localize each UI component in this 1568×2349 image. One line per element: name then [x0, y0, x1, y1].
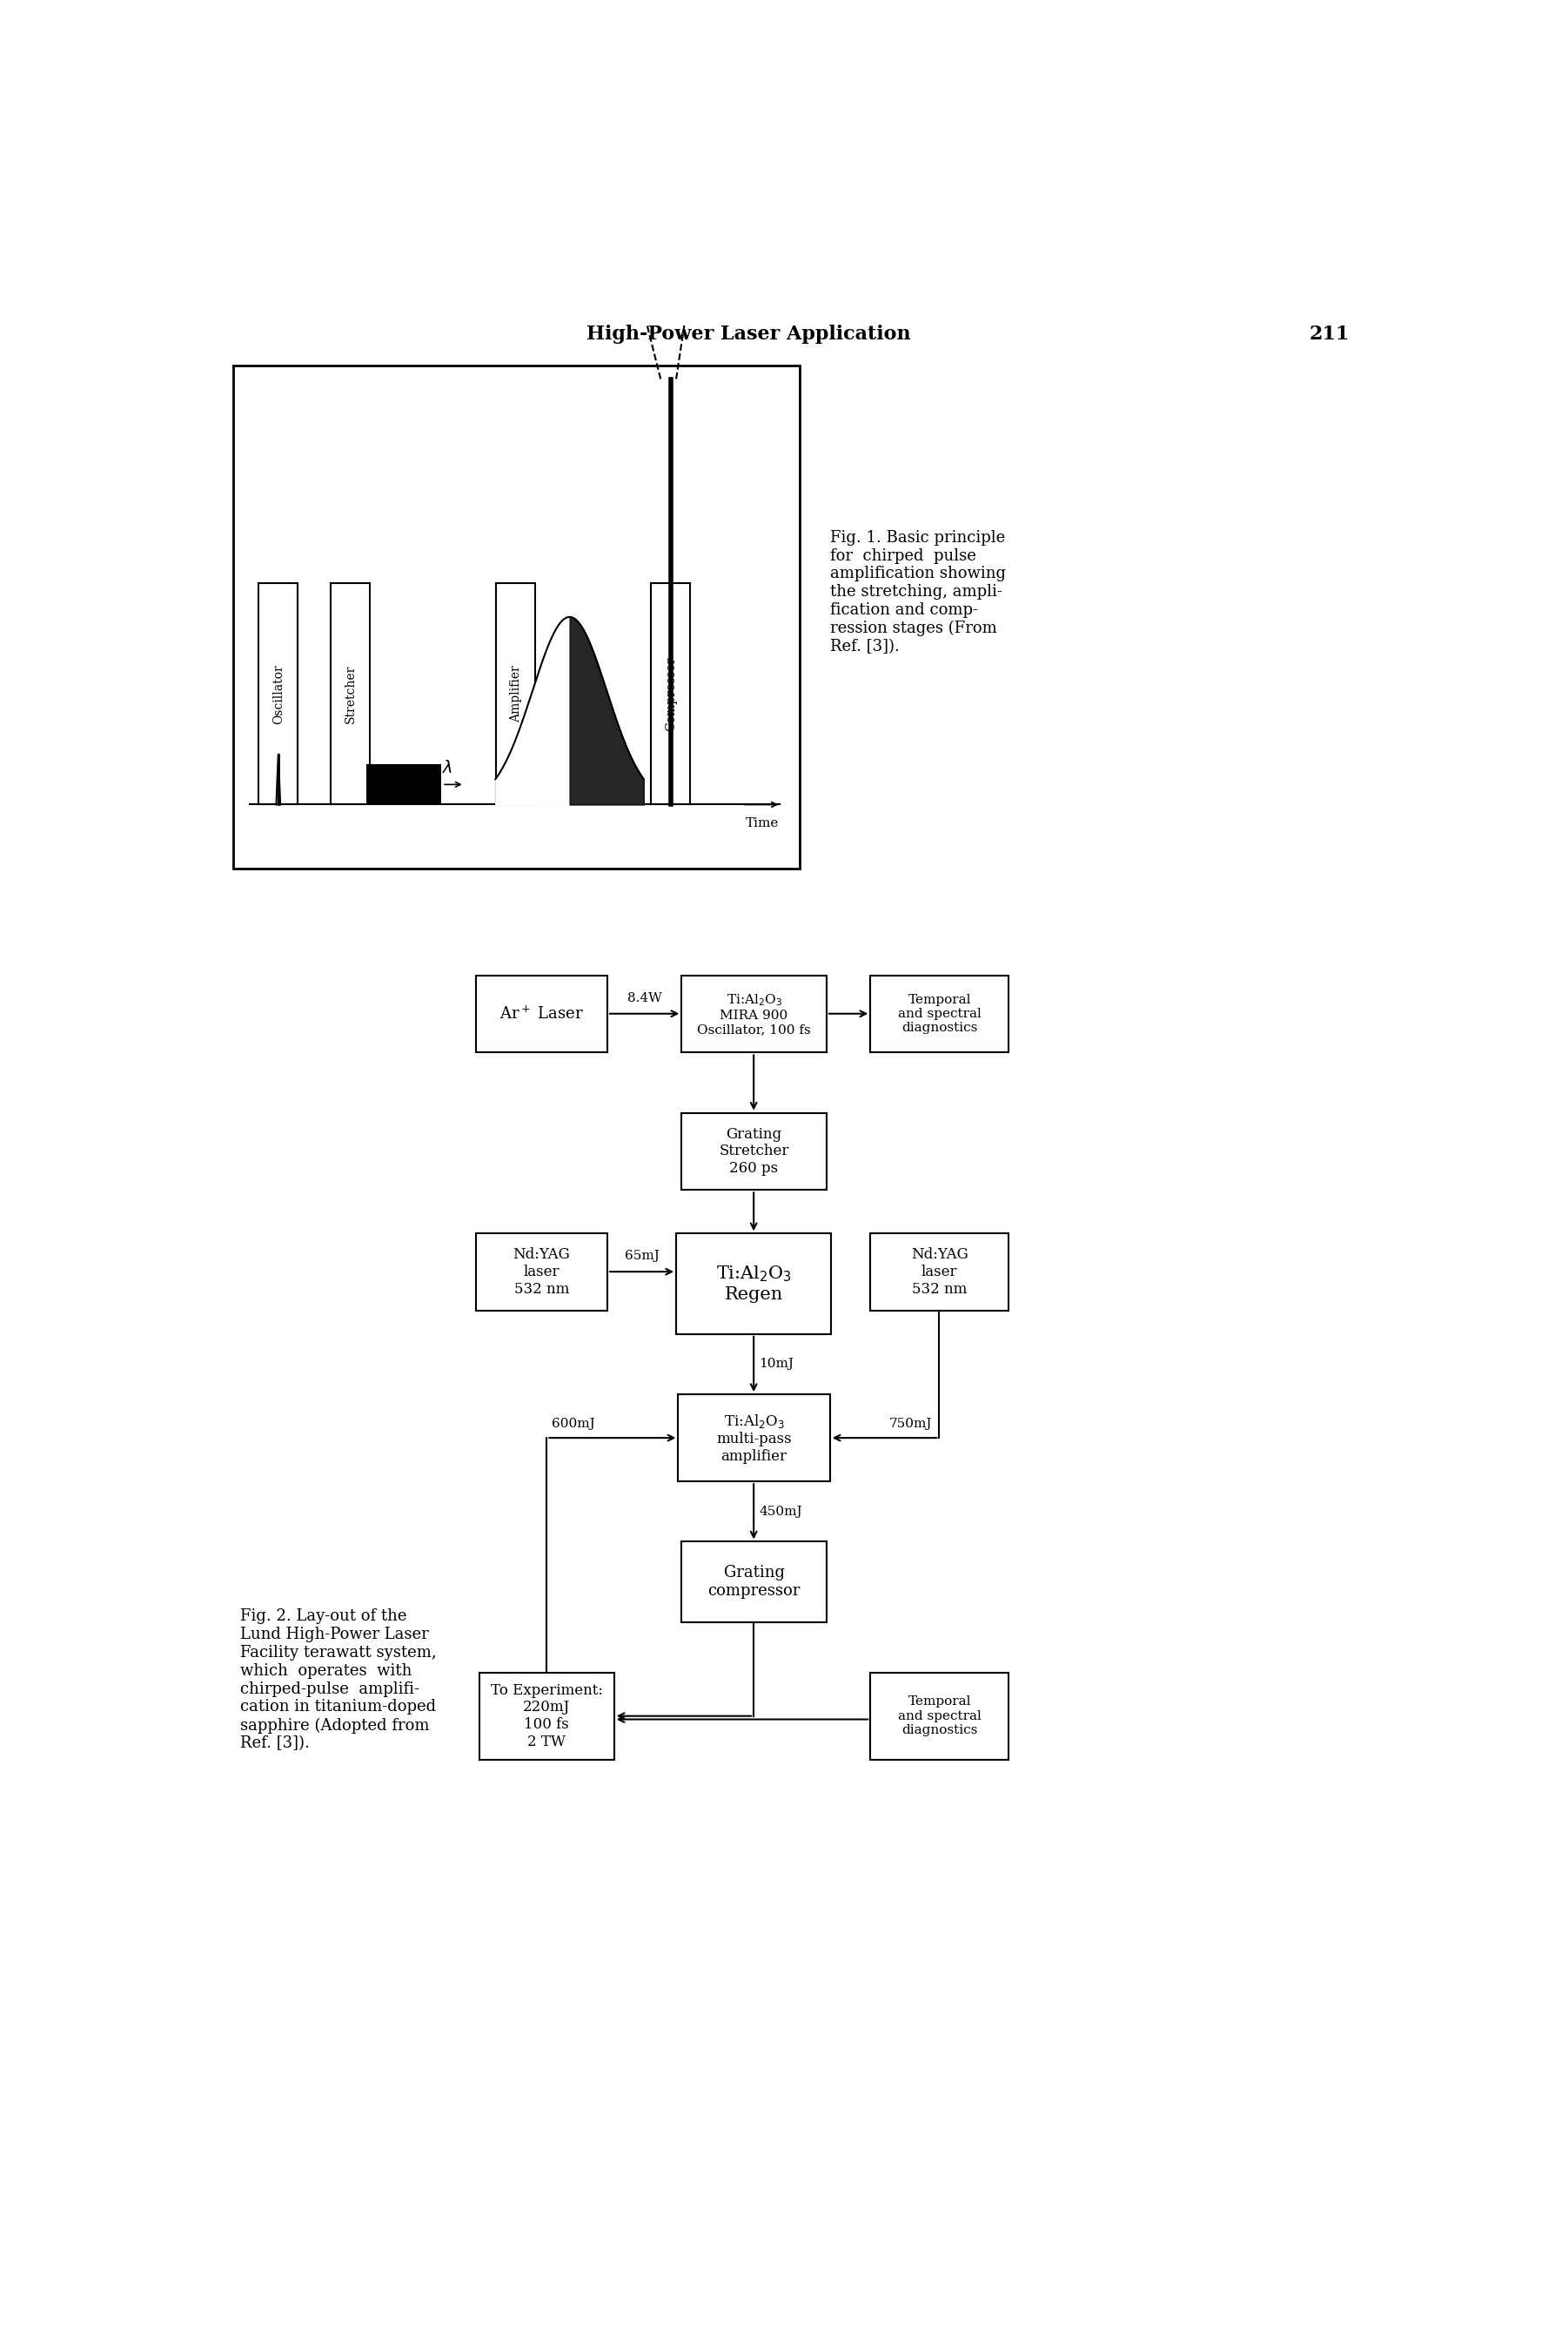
- Bar: [870, 1233, 1008, 1311]
- Text: 10mJ: 10mJ: [759, 1358, 793, 1369]
- Text: Oscillator: Oscillator: [273, 665, 284, 723]
- Text: High-Power Laser Application: High-Power Laser Application: [586, 324, 911, 343]
- Text: Nd:YAG
laser
532 nm: Nd:YAG laser 532 nm: [513, 1247, 571, 1297]
- Bar: [682, 1113, 826, 1191]
- Text: Ti:Al$_2$O$_3$
Regen: Ti:Al$_2$O$_3$ Regen: [717, 1264, 792, 1304]
- Text: 65mJ: 65mJ: [624, 1250, 659, 1261]
- Bar: [480, 1672, 615, 1759]
- Bar: [259, 583, 298, 806]
- Text: Compressor: Compressor: [665, 658, 677, 731]
- Text: 600mJ: 600mJ: [552, 1419, 596, 1431]
- Bar: [676, 1233, 831, 1334]
- Text: Ar$^+$ Laser: Ar$^+$ Laser: [500, 1005, 583, 1022]
- Text: Temporal
and spectral
diagnostics: Temporal and spectral diagnostics: [898, 1696, 982, 1736]
- Text: Stretcher: Stretcher: [345, 665, 356, 723]
- Bar: [682, 1541, 826, 1623]
- Bar: [870, 975, 1008, 1052]
- Text: To Experiment:
220mJ
100 fs
2 TW: To Experiment: 220mJ 100 fs 2 TW: [491, 1682, 602, 1750]
- Bar: [234, 366, 800, 869]
- Text: Grating
compressor: Grating compressor: [707, 1564, 800, 1600]
- Text: Ti:Al$_2$O$_3$
multi-pass
amplifier: Ti:Al$_2$O$_3$ multi-pass amplifier: [717, 1412, 792, 1463]
- Text: 750mJ: 750mJ: [889, 1419, 933, 1431]
- Polygon shape: [367, 763, 441, 806]
- Bar: [651, 583, 690, 806]
- Bar: [331, 583, 370, 806]
- Text: 211: 211: [1309, 324, 1348, 343]
- Bar: [870, 1672, 1008, 1759]
- Bar: [682, 975, 826, 1052]
- Text: Nd:YAG
laser
532 nm: Nd:YAG laser 532 nm: [911, 1247, 967, 1297]
- Text: Fig. 2. Lay-out of the
Lund High-Power Laser
Facility terawatt system,
which  op: Fig. 2. Lay-out of the Lund High-Power L…: [240, 1609, 436, 1752]
- Text: 8.4W: 8.4W: [627, 991, 662, 1005]
- Text: Time: Time: [746, 817, 779, 829]
- Text: $\lambda$: $\lambda$: [442, 759, 453, 775]
- Bar: [475, 975, 607, 1052]
- Text: Temporal
and spectral
diagnostics: Temporal and spectral diagnostics: [898, 994, 982, 1034]
- Bar: [475, 1233, 607, 1311]
- Bar: [679, 1395, 829, 1482]
- Text: Fig. 1. Basic principle
for  chirped  pulse
amplification showing
the stretching: Fig. 1. Basic principle for chirped puls…: [829, 531, 1005, 655]
- Text: Grating
Stretcher
260 ps: Grating Stretcher 260 ps: [720, 1128, 789, 1177]
- Text: 450mJ: 450mJ: [759, 1506, 803, 1517]
- Text: Ti:Al$_2$O$_3$
MIRA 900
Oscillator, 100 fs: Ti:Al$_2$O$_3$ MIRA 900 Oscillator, 100 …: [698, 991, 811, 1036]
- Bar: [495, 583, 535, 806]
- Text: Amplifier: Amplifier: [510, 665, 522, 723]
